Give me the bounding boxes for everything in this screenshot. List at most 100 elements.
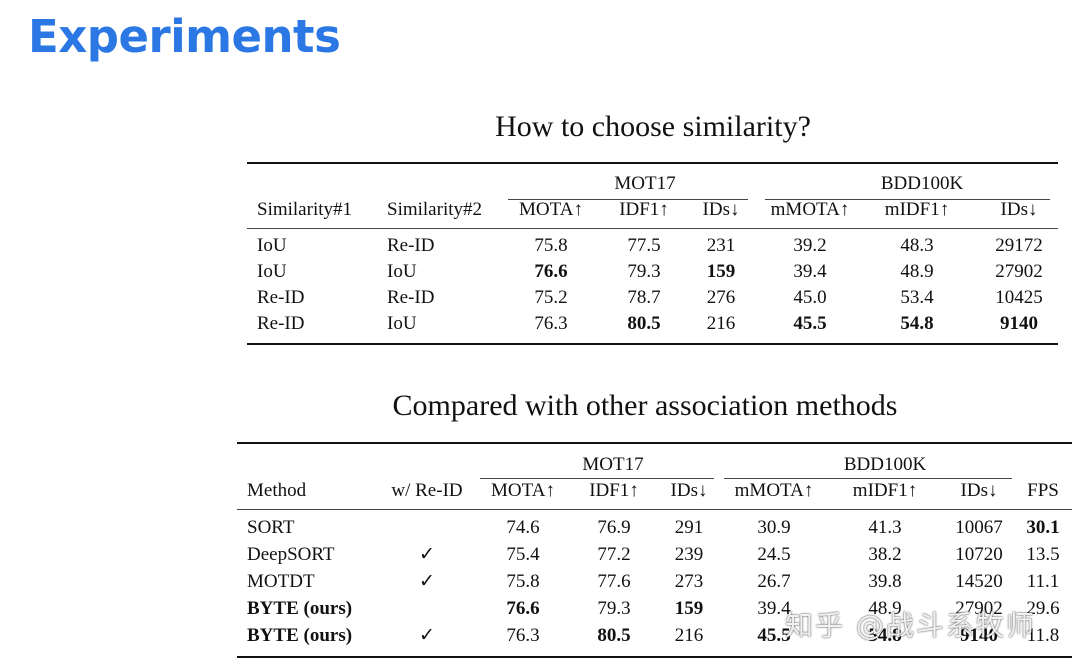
row-label: IoU — [257, 235, 287, 256]
top-rule — [237, 442, 1072, 444]
column-header: IDs↓ — [1000, 199, 1038, 220]
table-cell: Re-ID — [387, 235, 435, 256]
table-cell: IoU — [387, 313, 417, 334]
table-cell: 45.5 — [793, 313, 827, 334]
group-header: MOT17 — [614, 173, 676, 194]
table-cell: 13.5 — [1026, 544, 1060, 565]
column-header: Method — [247, 480, 307, 501]
table-cell: ✓ — [419, 625, 435, 646]
row-label: DeepSORT — [247, 544, 335, 565]
table-cell: 75.8 — [534, 235, 568, 256]
table-cell: 78.7 — [627, 287, 661, 308]
table-cell: 24.5 — [757, 544, 791, 565]
row-label: Re-ID — [257, 313, 305, 334]
row-label: MOTDT — [247, 571, 315, 592]
column-header: IDs↓ — [670, 480, 708, 501]
table-cell: 80.5 — [597, 625, 631, 646]
table-cell: 10425 — [995, 287, 1043, 308]
group-rule — [508, 199, 748, 200]
column-header: mIDF1↑ — [852, 480, 918, 501]
table-cell: 79.3 — [627, 261, 661, 282]
table-cell: 231 — [706, 235, 736, 256]
top-rule — [247, 162, 1058, 164]
table-cell: 27902 — [995, 261, 1043, 282]
column-header: MOTA↑ — [519, 199, 583, 220]
table-cell: 159 — [674, 598, 704, 619]
column-header: w/ Re-ID — [391, 480, 463, 501]
table-cell: 76.3 — [506, 625, 540, 646]
table-cell: 39.4 — [757, 598, 791, 619]
table-cell: ✓ — [419, 544, 435, 565]
table-cell: 39.2 — [793, 235, 827, 256]
column-header: MOTA↑ — [491, 480, 555, 501]
table-cell: 9140 — [960, 625, 998, 646]
table-cell: 74.6 — [506, 517, 540, 538]
column-header: Similarity#2 — [387, 199, 482, 220]
table-cell: 273 — [674, 571, 704, 592]
table-cell: 76.6 — [506, 598, 540, 619]
table-cell: 38.2 — [868, 544, 902, 565]
table1-caption: How to choose similarity? — [495, 110, 811, 143]
group-rule — [724, 478, 1012, 479]
table-cell: 11.8 — [1026, 625, 1060, 646]
column-header: IDF1↑ — [619, 199, 669, 220]
column-header: Similarity#1 — [257, 199, 352, 220]
row-label: BYTE (ours) — [247, 625, 353, 646]
column-header: mIDF1↑ — [884, 199, 950, 220]
bottom-rule — [247, 343, 1058, 345]
group-rule — [765, 199, 1050, 200]
mid-rule — [237, 509, 1072, 510]
table-cell: 276 — [706, 287, 736, 308]
table-cell: 26.7 — [757, 571, 791, 592]
table-cell: 54.8 — [900, 313, 934, 334]
group-rule — [480, 478, 714, 479]
table-cell: 10067 — [955, 517, 1003, 538]
table-cell: 159 — [706, 261, 736, 282]
group-header: BDD100K — [843, 454, 927, 475]
table-cell: 79.3 — [597, 598, 631, 619]
table-cell: 75.4 — [506, 544, 540, 565]
table-cell: 48.9 — [868, 598, 902, 619]
table-cell: 216 — [706, 313, 736, 334]
column-header: mMOTA↑ — [734, 480, 814, 501]
group-header: MOT17 — [582, 454, 644, 475]
column-header: IDs↓ — [702, 199, 740, 220]
table-cell: 75.2 — [534, 287, 568, 308]
table-cell: 48.9 — [900, 261, 934, 282]
table-cell: 30.9 — [757, 517, 791, 538]
table-cell: Re-ID — [387, 287, 435, 308]
table-cell: 80.5 — [627, 313, 661, 334]
table-cell: 39.4 — [793, 261, 827, 282]
table-cell: 291 — [674, 517, 704, 538]
row-label: Re-ID — [257, 287, 305, 308]
table-cell: 216 — [674, 625, 704, 646]
group-header: BDD100K — [880, 173, 964, 194]
table-cell: 41.3 — [868, 517, 902, 538]
table-cell: 39.8 — [868, 571, 902, 592]
slide-title: Experiments — [28, 10, 341, 63]
column-header: IDF1↑ — [589, 480, 639, 501]
table-cell: 27902 — [955, 598, 1003, 619]
table-cell: 77.2 — [597, 544, 631, 565]
table-cell: 239 — [674, 544, 704, 565]
table-cell: 76.9 — [597, 517, 631, 538]
row-label: BYTE (ours) — [247, 598, 353, 619]
table-cell: 77.6 — [597, 571, 631, 592]
table-cell: 9140 — [1000, 313, 1038, 334]
table-cell: ✓ — [419, 571, 435, 592]
table2-caption: Compared with other association methods — [392, 389, 898, 422]
table-cell: 45.0 — [793, 287, 827, 308]
table-cell: IoU — [387, 261, 417, 282]
table-cell: 48.3 — [900, 235, 934, 256]
row-label: SORT — [247, 517, 295, 538]
table-cell: 29172 — [995, 235, 1043, 256]
table-cell: 10720 — [955, 544, 1003, 565]
mid-rule — [247, 228, 1058, 229]
table-cell: 30.1 — [1026, 517, 1060, 538]
watermark: 知乎 @战斗系牧师 — [785, 609, 1036, 642]
table-cell: 11.1 — [1026, 571, 1060, 592]
table-cell: 54.8 — [868, 625, 902, 646]
table-cell: 53.4 — [900, 287, 934, 308]
bottom-rule — [237, 656, 1072, 658]
table-cell: 77.5 — [627, 235, 661, 256]
